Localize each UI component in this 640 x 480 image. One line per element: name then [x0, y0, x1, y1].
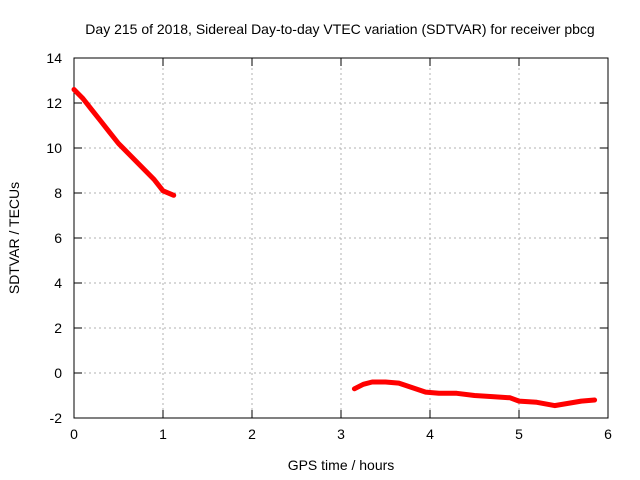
- x-tick-labels: 0 1 2 3 4 5 6: [70, 426, 612, 442]
- y-tick-label: 10: [46, 140, 62, 156]
- y-tick-label: 14: [46, 50, 62, 66]
- x-axis-label: GPS time / hours: [288, 457, 395, 473]
- data-series: [71, 87, 598, 409]
- y-tick-label: 0: [54, 365, 62, 381]
- y-tick-label: 12: [46, 95, 62, 111]
- x-tick-label: 5: [515, 426, 523, 442]
- y-tick-label: 6: [54, 230, 62, 246]
- x-tick-label: 1: [159, 426, 167, 442]
- grid-lines: [74, 58, 608, 418]
- series-line-segment-1: [71, 87, 177, 198]
- x-tick-label: 3: [337, 426, 345, 442]
- x-tick-label: 4: [426, 426, 434, 442]
- x-tick-label: 2: [248, 426, 256, 442]
- axis-ticks: [73, 57, 609, 419]
- x-tick-label: 6: [604, 426, 612, 442]
- y-tick-label: 8: [54, 185, 62, 201]
- y-tick-label: -2: [50, 410, 63, 426]
- x-tick-label: 0: [70, 426, 78, 442]
- y-tick-labels: -2 0 2 4 6 8 10 12 14: [46, 50, 62, 426]
- series-line-segment-2: [351, 379, 598, 409]
- y-tick-label: 2: [54, 320, 62, 336]
- y-axis-label: SDTVAR / TECUs: [6, 182, 22, 294]
- y-tick-label: 4: [54, 275, 62, 291]
- chart-title: Day 215 of 2018, Sidereal Day-to-day VTE…: [85, 21, 594, 37]
